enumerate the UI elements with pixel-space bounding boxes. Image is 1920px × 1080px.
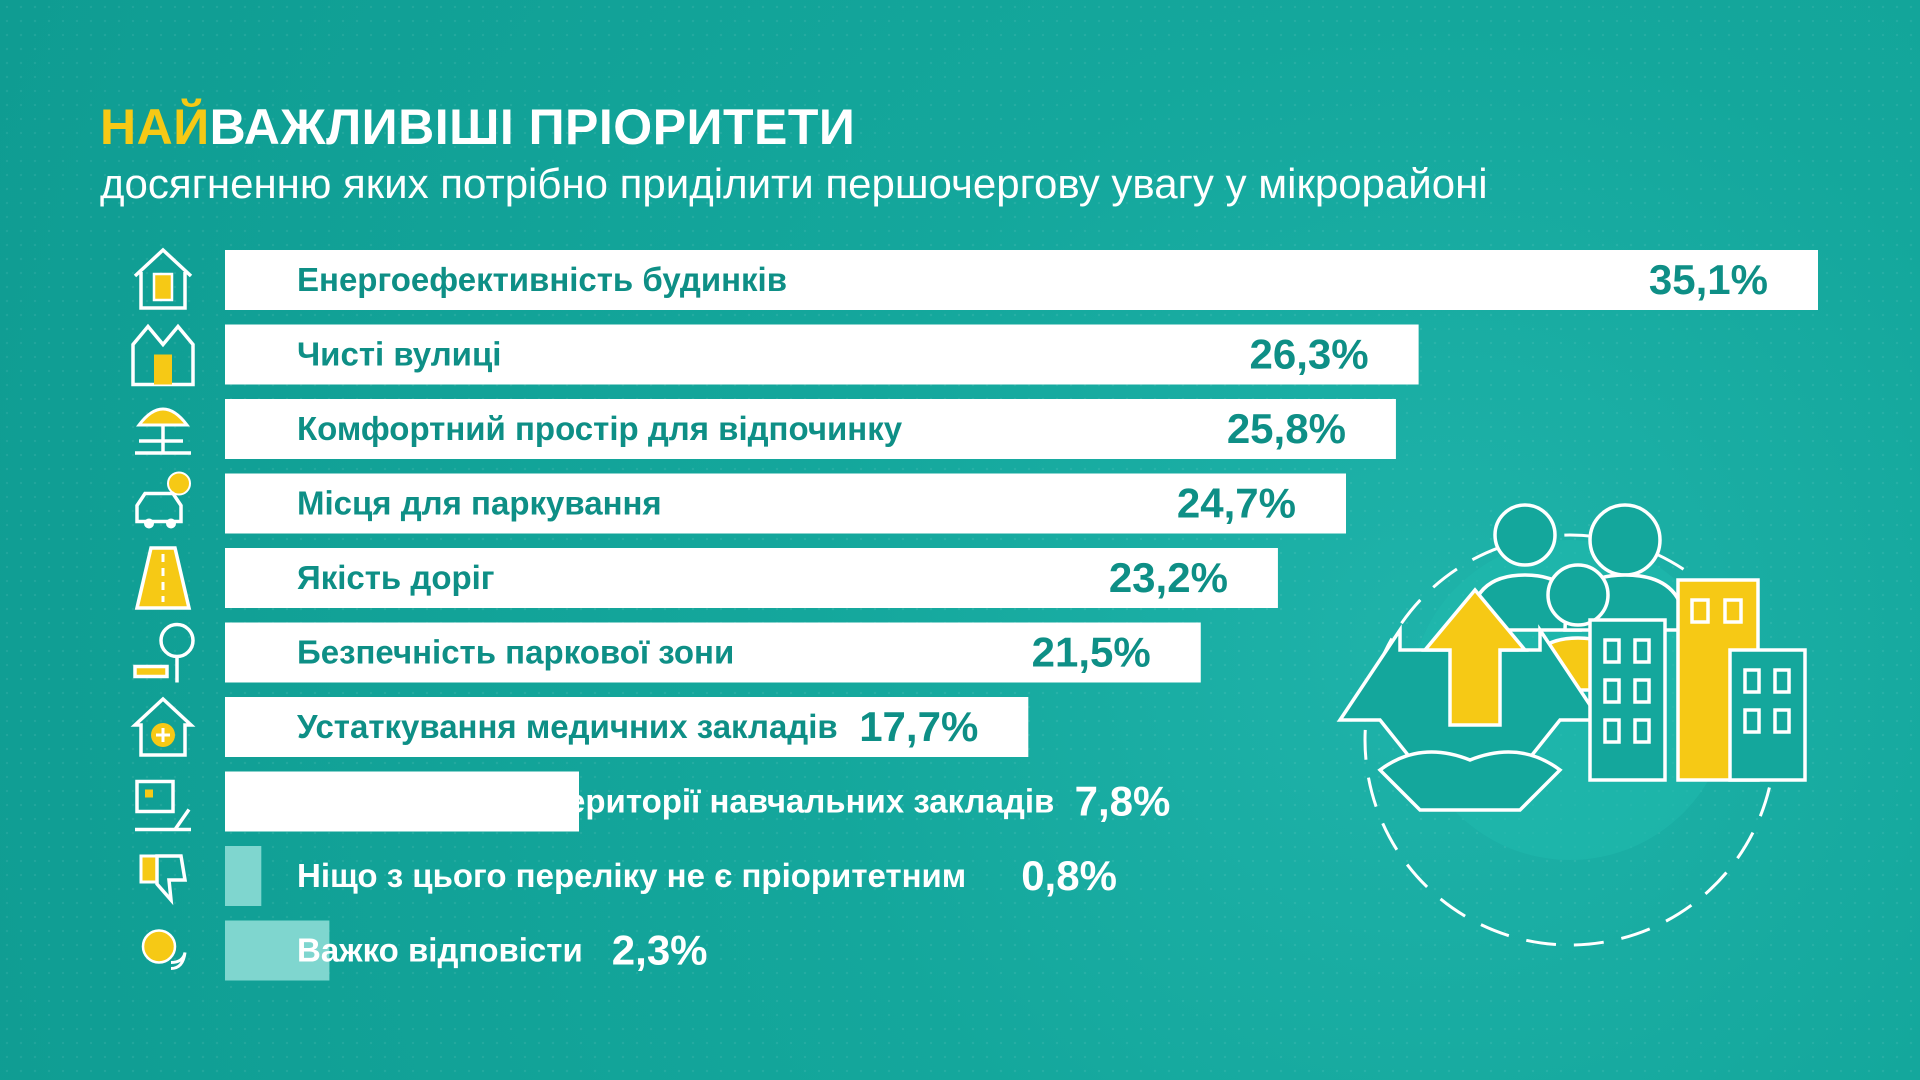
question-bubble-icon [141, 929, 187, 970]
category-label: Важко відповісти [297, 932, 583, 969]
thumbs-down-icon [139, 854, 188, 906]
category-label: Енергоефективність будинків [297, 261, 787, 298]
category-label: Облаштування території навчальних заклад… [297, 783, 1054, 820]
bar [225, 697, 1029, 757]
house-battery-icon [133, 247, 193, 310]
title-rest: ВАЖЛИВІШІ ПРІОРИТЕТИ [209, 99, 856, 155]
category-label: Безпечність паркової зони [297, 634, 734, 671]
road-icon [134, 546, 192, 610]
category-label: Устаткування медичних закладів [297, 708, 838, 745]
category-label: Ніщо з цього переліку не є пріоритетним [297, 857, 966, 894]
value-label: 2,3% [612, 927, 708, 974]
value-label: 17,7% [859, 703, 978, 750]
bar [225, 771, 579, 832]
school-playground-icon [135, 779, 191, 832]
handshake-arrow-icon [1336, 587, 1604, 812]
value-label: 25,8% [1227, 405, 1346, 452]
medical-house-icon [130, 696, 196, 757]
community-illustration [1336, 503, 1807, 947]
category-label: Якість доріг [297, 559, 495, 596]
bar [225, 622, 1201, 683]
value-label: 26,3% [1250, 331, 1369, 378]
page-title: НАЙВАЖЛИВІШІ ПРІОРИТЕТИ [100, 98, 855, 156]
bar [225, 399, 1396, 459]
value-label: 7,8% [1075, 778, 1171, 825]
bar [225, 250, 1818, 310]
bar [225, 473, 1346, 534]
category-label: Чисті вулиці [297, 336, 501, 373]
value-label: 23,2% [1109, 554, 1228, 601]
value-label: 21,5% [1032, 629, 1151, 676]
bar [225, 920, 330, 981]
bar [225, 846, 262, 906]
title-highlight: НАЙ [100, 99, 210, 155]
value-label: 0,8% [1021, 852, 1117, 899]
apartment-building-icon [131, 323, 195, 387]
category-label: Комфортний простір для відпочинку [297, 410, 903, 447]
bar [225, 548, 1278, 608]
category-label: Місця для паркування [297, 485, 662, 522]
value-label: 24,7% [1177, 480, 1296, 527]
park-bench-icon [133, 622, 195, 683]
buildings-icon [1588, 578, 1807, 782]
page-subtitle: досягненню яких потрібно приділити першо… [100, 160, 1488, 207]
beach-umbrella-icon [135, 407, 191, 455]
value-label: 35,1% [1649, 256, 1768, 303]
parking-car-icon [135, 471, 191, 529]
bar [225, 324, 1419, 385]
